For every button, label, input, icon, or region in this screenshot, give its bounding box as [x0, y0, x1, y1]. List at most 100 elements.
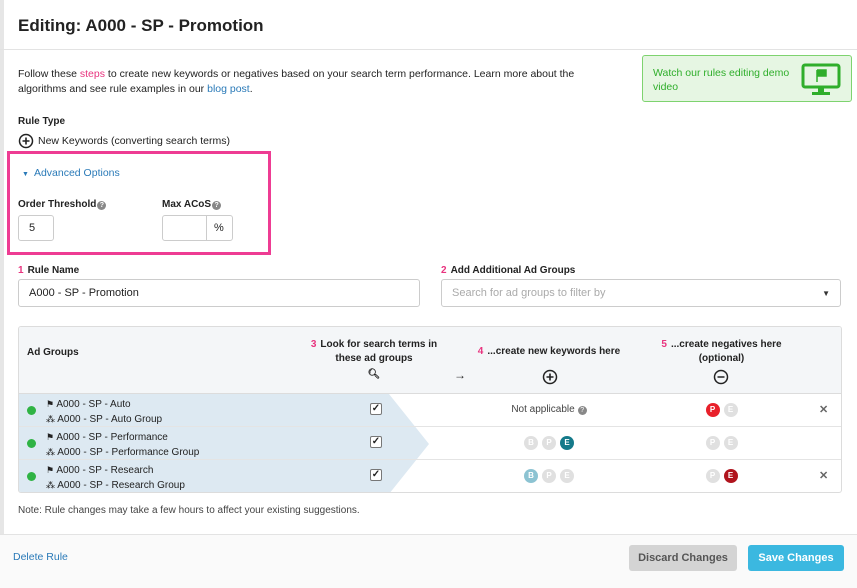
keywords-cell: Not applicable?: [449, 403, 649, 415]
help-icon[interactable]: ?: [97, 201, 107, 210]
left-edge: [0, 0, 4, 588]
order-threshold-label: Order Threshold?: [18, 199, 107, 210]
advanced-options-label: Advanced Options: [33, 167, 120, 179]
negative-match-badge[interactable]: E: [723, 403, 738, 417]
ad-groups-placeholder: Search for ad groups to filter by: [452, 287, 606, 299]
campaign-text: A000 - SP - Auto: [56, 399, 131, 410]
rule-name-label: 1 Rule Name: [18, 265, 79, 276]
ad-group-info: ⚑ A000 - SP - Research ⁂ A000 - SP - Res…: [46, 463, 185, 492]
ad-group-name: ⁂ A000 - SP - Research Group: [46, 478, 185, 492]
not-applicable-text: Not applicable: [511, 404, 575, 415]
page-title: Editing: A000 - SP - Promotion: [18, 16, 264, 35]
intro-part: Follow these: [18, 68, 80, 80]
add-groups-label: 2 Add Additional Ad Groups: [441, 265, 575, 276]
intro-part: to create new keywords or negatives base…: [18, 68, 575, 95]
save-changes-button[interactable]: Save Changes: [748, 545, 844, 571]
max-acos-input[interactable]: [162, 215, 207, 241]
help-icon[interactable]: ?: [212, 201, 222, 210]
steps-link[interactable]: steps: [79, 68, 105, 80]
keyword-match-badge[interactable]: P: [542, 436, 556, 450]
keyword-match-badge[interactable]: E: [560, 469, 574, 483]
delete-rule-link[interactable]: Delete Rule: [13, 551, 68, 563]
keyword-match-badge[interactable]: B: [524, 436, 538, 450]
group-icon: ⁂: [46, 480, 55, 490]
flag-icon: ⚑: [46, 432, 55, 442]
keyword-match-badge[interactable]: E: [560, 436, 574, 450]
negative-match-badge[interactable]: P: [705, 469, 720, 483]
keyword-match-badge[interactable]: B: [524, 469, 538, 483]
rule-type-label: Rule Type: [18, 116, 66, 127]
group-text: A000 - SP - Research Group: [57, 480, 185, 491]
col-negatives-text: ...create negatives here (optional): [670, 339, 782, 364]
step-number: 4: [477, 346, 484, 357]
ad-group-name: ⁂ A000 - SP - Performance Group: [46, 445, 199, 460]
ad-groups-table: Ad Groups 3 Look for search terms in thes…: [18, 326, 842, 493]
flag-icon: ⚑: [46, 465, 55, 475]
caret-down-icon: ▼: [22, 171, 29, 178]
remove-icon[interactable]: ✕: [819, 470, 829, 482]
look-for-checkbox[interactable]: ✓: [370, 469, 382, 481]
search-icon: 🔍︎: [367, 369, 381, 380]
advanced-options-toggle[interactable]: ▼ Advanced Options: [22, 167, 120, 179]
table-header: Ad Groups 3 Look for search terms in thes…: [19, 327, 841, 394]
rule-name-input[interactable]: A000 - SP - Promotion: [18, 279, 420, 307]
col-keywords: 4 ...create new keywords here: [474, 345, 624, 359]
status-dot: [27, 439, 36, 448]
keyword-match-badge[interactable]: P: [542, 469, 556, 483]
order-threshold-input[interactable]: 5: [18, 215, 54, 241]
negative-match-badge[interactable]: P: [705, 403, 720, 417]
negative-match-badge[interactable]: E: [723, 436, 738, 450]
step-number: 1: [18, 265, 24, 276]
ad-group-info: ⚑ A000 - SP - Performance ⁂ A000 - SP - …: [46, 430, 199, 460]
plus-circle-icon: [542, 369, 558, 385]
discard-changes-button[interactable]: Discard Changes: [629, 545, 737, 571]
help-icon[interactable]: ?: [577, 406, 587, 415]
demo-video-button[interactable]: Watch our rules editing demo video: [642, 55, 852, 102]
remove-icon[interactable]: ✕: [819, 404, 829, 416]
campaign-text: A000 - SP - Research: [56, 465, 154, 476]
blog-post-link[interactable]: blog post: [207, 83, 250, 95]
table-row: ⚑ A000 - SP - Research ⁂ A000 - SP - Res…: [19, 460, 841, 492]
campaign-name: ⚑ A000 - SP - Performance: [46, 430, 199, 445]
campaign-name: ⚑ A000 - SP - Auto: [46, 397, 162, 412]
table-row: ⚑ A000 - SP - Auto ⁂ A000 - SP - Auto Gr…: [19, 394, 841, 427]
ad-group-name: ⁂ A000 - SP - Auto Group: [46, 412, 162, 427]
selected-groups-arrow: [19, 394, 429, 492]
col-look-for-text: Look for search terms in these ad groups: [320, 339, 438, 364]
look-for-checkbox[interactable]: ✓: [370, 436, 382, 448]
max-acos-text: Max ACoS: [162, 199, 212, 210]
caret-down-icon: ▼: [822, 288, 830, 298]
group-text: A000 - SP - Auto Group: [57, 414, 163, 425]
modal-header: Editing: A000 - SP - Promotion: [0, 0, 857, 50]
plus-circle-icon: [18, 133, 34, 149]
step-number: 2: [441, 265, 447, 276]
intro-part: .: [249, 83, 253, 95]
flag-icon: ⚑: [46, 399, 55, 409]
arrow-right-icon: →: [454, 368, 466, 382]
col-look-for: 3 Look for search terms in these ad group…: [309, 338, 439, 382]
percent-addon: %: [206, 215, 233, 241]
look-for-checkbox[interactable]: ✓: [370, 403, 382, 415]
status-dot: [27, 406, 36, 415]
demo-video-label: Watch our rules editing demo video: [653, 67, 790, 93]
intro-text: Follow these steps to create new keyword…: [18, 67, 608, 97]
group-icon: ⁂: [46, 447, 55, 457]
minus-circle-icon: [713, 369, 729, 385]
advanced-options-highlight: [7, 151, 271, 255]
col-keywords-text: ...create new keywords here: [487, 346, 621, 357]
negative-match-badge[interactable]: E: [723, 469, 738, 483]
add-groups-text: Add Additional Ad Groups: [450, 265, 576, 276]
campaign-name: ⚑ A000 - SP - Research: [46, 463, 185, 478]
negative-match-badge[interactable]: P: [705, 436, 720, 450]
ad-groups-search-select[interactable]: Search for ad groups to filter by ▼: [441, 279, 841, 307]
rule-type-value: New Keywords (converting search terms): [18, 133, 230, 149]
step-number: 5: [661, 339, 667, 350]
note-text: Note: Rule changes may take a few hours …: [18, 505, 360, 516]
order-threshold-text: Order Threshold: [18, 199, 97, 210]
col-negatives: 5 ...create negatives here (optional): [649, 338, 794, 366]
group-text: A000 - SP - Performance Group: [57, 447, 200, 458]
col-ad-groups: Ad Groups: [27, 347, 79, 358]
status-dot: [27, 472, 36, 481]
